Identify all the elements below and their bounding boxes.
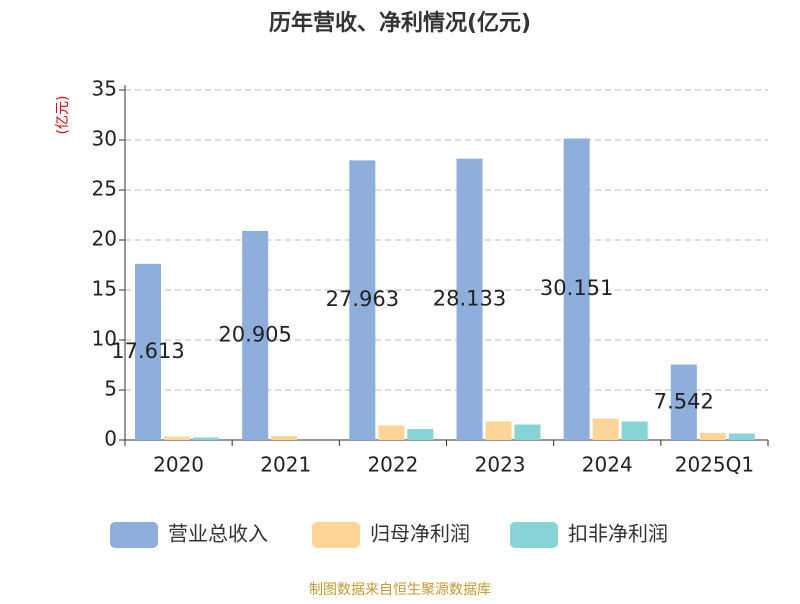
x-tick-label: 2020 xyxy=(153,453,204,477)
x-tick-label: 2024 xyxy=(582,453,633,477)
x-tick-label: 2021 xyxy=(260,453,311,477)
x-tick-label: 2022 xyxy=(367,453,418,477)
bar xyxy=(135,263,161,440)
source-note: 制图数据来自恒生聚源数据库 xyxy=(309,582,491,598)
data-label: 30.151 xyxy=(540,276,613,300)
legend-swatch xyxy=(510,522,558,548)
y-tick-label: 5 xyxy=(104,377,117,401)
bar xyxy=(728,433,755,440)
bar xyxy=(514,424,541,440)
y-tick-label: 20 xyxy=(92,227,117,251)
y-axis-label: (亿元) xyxy=(55,96,71,135)
bar xyxy=(592,418,619,440)
bar xyxy=(699,433,726,440)
bar xyxy=(164,436,190,440)
legend-swatch xyxy=(110,522,158,548)
data-label: 20.905 xyxy=(218,322,291,346)
x-tick-label: 2025Q1 xyxy=(675,453,754,477)
chart-title: 历年营收、净利情况(亿元) xyxy=(269,10,531,36)
bar xyxy=(193,437,219,440)
y-tick-label: 15 xyxy=(92,277,117,301)
bar xyxy=(242,230,269,440)
legend-label: 归母净利润 xyxy=(370,522,470,546)
data-label: 28.133 xyxy=(433,286,506,310)
legend-swatch xyxy=(312,522,360,548)
x-tick-label: 2023 xyxy=(475,453,526,477)
bar xyxy=(621,421,648,440)
bar xyxy=(485,421,512,440)
bar xyxy=(670,364,697,440)
data-label: 17.613 xyxy=(111,339,184,363)
legend-label: 扣非净利润 xyxy=(568,522,668,546)
y-tick-label: 35 xyxy=(92,77,117,101)
bar xyxy=(349,160,376,440)
legend-label: 营业总收入 xyxy=(168,522,268,546)
bar xyxy=(407,429,434,440)
bar xyxy=(378,425,405,440)
y-tick-label: 30 xyxy=(92,127,117,151)
data-label: 7.542 xyxy=(654,389,714,413)
bar xyxy=(563,138,590,441)
y-tick-label: 10 xyxy=(92,327,117,351)
data-label: 27.963 xyxy=(326,287,399,311)
bar xyxy=(271,436,298,440)
y-tick-label: 0 xyxy=(104,427,117,451)
bar xyxy=(456,158,483,441)
y-tick-label: 25 xyxy=(92,177,117,201)
